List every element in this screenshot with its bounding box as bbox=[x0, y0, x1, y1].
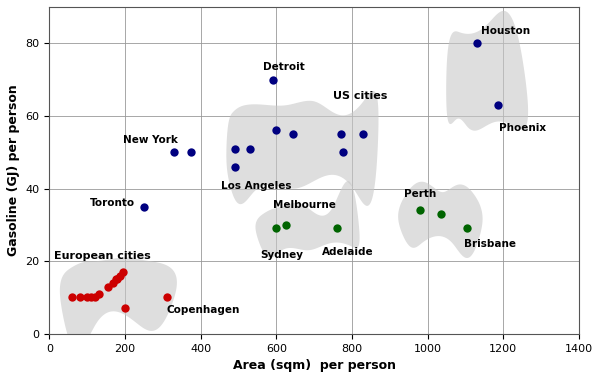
X-axis label: Area (sqm)  per person: Area (sqm) per person bbox=[233, 359, 395, 372]
Text: New York: New York bbox=[123, 135, 178, 145]
Text: European cities: European cities bbox=[54, 251, 151, 261]
Text: Los Angeles: Los Angeles bbox=[221, 181, 292, 191]
Text: Perth: Perth bbox=[404, 190, 436, 199]
Text: Melbourne: Melbourne bbox=[272, 200, 335, 210]
Y-axis label: Gasoline (GJ) per person: Gasoline (GJ) per person bbox=[7, 85, 20, 256]
Text: Sydney: Sydney bbox=[260, 250, 304, 260]
Polygon shape bbox=[256, 181, 359, 258]
Polygon shape bbox=[60, 257, 177, 350]
Polygon shape bbox=[446, 11, 528, 131]
Text: Adelaide: Adelaide bbox=[322, 247, 373, 257]
Text: Detroit: Detroit bbox=[263, 62, 305, 72]
Text: Toronto: Toronto bbox=[90, 198, 136, 208]
Text: Brisbane: Brisbane bbox=[464, 240, 515, 249]
Text: Phoenix: Phoenix bbox=[499, 123, 546, 133]
Polygon shape bbox=[226, 91, 379, 206]
Text: Copenhagen: Copenhagen bbox=[167, 305, 240, 315]
Polygon shape bbox=[398, 182, 482, 258]
Text: Houston: Houston bbox=[481, 26, 530, 36]
Text: US cities: US cities bbox=[333, 91, 388, 101]
